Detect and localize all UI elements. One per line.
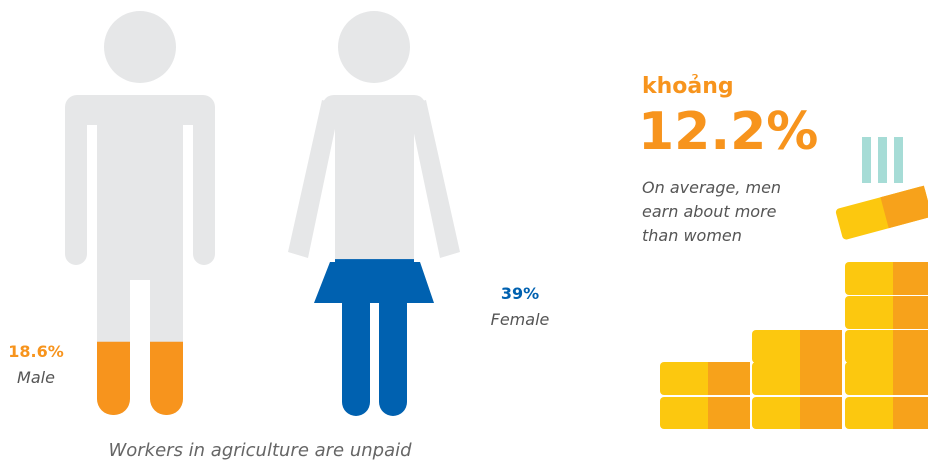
figure-base bbox=[282, 9, 466, 419]
prefix: khoảng bbox=[642, 74, 734, 99]
percent-fill bbox=[60, 342, 220, 418]
decor-bar bbox=[878, 137, 887, 183]
infographic: 18.6% Male 39% Female Workers in agricul… bbox=[0, 0, 928, 468]
decor-bar bbox=[894, 137, 903, 183]
coin bbox=[835, 186, 928, 241]
decor-bar bbox=[862, 137, 871, 183]
male-label: Male bbox=[0, 368, 81, 387]
female-percent: 39% bbox=[475, 284, 565, 303]
figure-female bbox=[282, 9, 466, 419]
female-label: Female bbox=[475, 310, 565, 329]
caption: Workers in agriculture are unpaid bbox=[60, 440, 460, 461]
figure-male bbox=[60, 8, 220, 418]
wage-gap-text: On average, men earn about more than wom… bbox=[642, 176, 802, 248]
figure-base bbox=[60, 8, 220, 418]
wage-gap: 12.2% bbox=[638, 102, 818, 162]
percent-fill bbox=[282, 259, 466, 419]
male-percent: 18.6% bbox=[0, 342, 81, 361]
